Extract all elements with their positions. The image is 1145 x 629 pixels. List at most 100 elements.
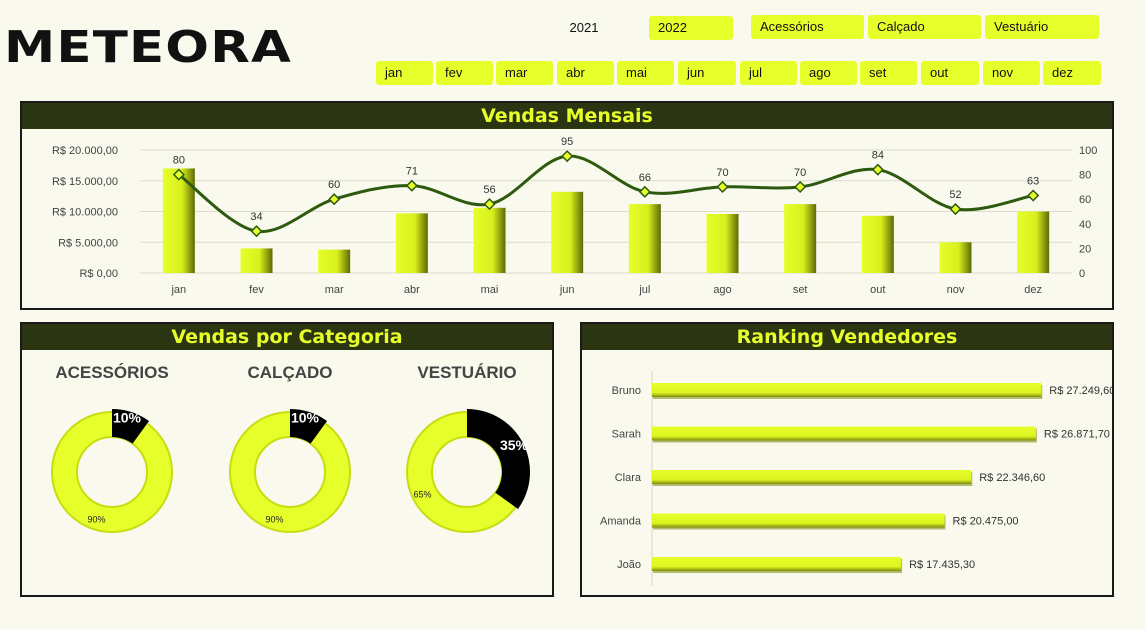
category-acessorios-button[interactable]: Acessórios — [751, 15, 864, 39]
donut-main-segment — [290, 409, 328, 444]
month-ago-button[interactable]: ago — [800, 61, 857, 85]
monthly-bar — [861, 215, 894, 273]
monthly-bar — [706, 213, 739, 273]
ranking-bar — [652, 426, 1036, 441]
ranking-name-label: Clara — [615, 472, 642, 484]
monthly-bar — [473, 207, 506, 273]
ranking-value-label: R$ 17.435,30 — [909, 559, 975, 571]
svg-text:METEORA: METEORA — [4, 22, 292, 70]
x-tick-label: nov — [947, 284, 965, 296]
line-point — [871, 163, 884, 176]
ranking-value-label: R$ 27.249,60 — [1049, 385, 1112, 397]
line-data-label: 56 — [483, 184, 495, 196]
x-tick-label: jul — [638, 284, 650, 296]
category-calcado-button[interactable]: Calçado — [868, 15, 981, 39]
category-vestuario-button[interactable]: Vestuário — [985, 15, 1099, 39]
month-nov-button[interactable]: nov — [983, 61, 1040, 85]
monthly-bar — [1017, 211, 1050, 273]
month-dez-button[interactable]: dez — [1043, 61, 1101, 85]
ranking-name-label: Sarah — [612, 429, 641, 441]
ranking-name-label: Bruno — [612, 385, 641, 397]
line-point — [794, 180, 807, 193]
monthly-line — [177, 154, 1034, 233]
month-mar-button[interactable]: mar — [496, 61, 553, 85]
month-mai-button[interactable]: mai — [617, 61, 674, 85]
x-tick-label: mai — [481, 284, 499, 296]
x-tick-label: jan — [170, 284, 186, 296]
donut-main-segment — [467, 409, 530, 510]
donut-hole — [431, 436, 503, 508]
line-data-label: 95 — [561, 136, 573, 148]
month-jul-button[interactable]: jul — [740, 61, 797, 85]
line-data-label: 66 — [639, 172, 651, 184]
monthly-sales-panel: Vendas Mensais R$ 20.000,00 R$ 15.000,00 R… — [20, 101, 1114, 310]
x-tick-label: ago — [713, 284, 731, 296]
year-2021-button[interactable]: 2021 — [569, 20, 599, 35]
monthly-bar — [395, 213, 428, 273]
x-tick-label: mar — [325, 284, 344, 296]
x-tick-label: fev — [249, 284, 264, 296]
donut-main-label: 10% — [291, 410, 320, 426]
donut-main-label: 10% — [113, 410, 142, 426]
y2-tick-label: 60 — [1079, 194, 1091, 206]
line-point — [949, 202, 962, 216]
year-2022-button[interactable]: 2022 — [649, 16, 733, 40]
y-tick-label: R$ 0,00 — [79, 268, 118, 280]
monthly-bar — [784, 204, 817, 273]
x-tick-label: dez — [1024, 284, 1042, 296]
ranking-bar — [652, 513, 945, 528]
month-fev-button[interactable]: fev — [436, 61, 493, 85]
line-data-label: 52 — [949, 189, 961, 201]
x-tick-label: out — [870, 284, 885, 296]
y-tick-label: R$ 5.000,00 — [58, 237, 118, 249]
donut-hole — [76, 436, 148, 508]
y-tick-label: R$ 20.000,00 — [52, 145, 118, 157]
x-tick-label: set — [793, 284, 808, 296]
ranking-value-label: R$ 20.475,00 — [953, 516, 1019, 528]
monthly-bar — [240, 248, 273, 273]
line-point — [483, 198, 496, 211]
category-sales-title: Vendas por Categoria — [22, 324, 552, 350]
donut-main-segment — [112, 409, 150, 444]
line-data-label: 70 — [716, 167, 728, 179]
month-out-button[interactable]: out — [921, 61, 979, 85]
ranking-panel: Ranking Vendedores Bruno R$ 27.249,60 Sara… — [580, 322, 1114, 597]
line-point — [1027, 189, 1040, 202]
ranking-value-label: R$ 26.871,70 — [1044, 429, 1110, 441]
ranking-value-label: R$ 22.346,60 — [979, 472, 1045, 484]
line-data-label: 63 — [1027, 176, 1039, 188]
line-data-label: 71 — [406, 166, 418, 178]
monthly-sales-title: Vendas Mensais — [22, 103, 1112, 129]
line-point — [405, 179, 418, 192]
month-set-button[interactable]: set — [860, 61, 917, 85]
month-abr-button[interactable]: abr — [557, 61, 614, 85]
line-data-label: 80 — [173, 155, 185, 167]
monthly-bar — [318, 249, 351, 273]
month-jan-button[interactable]: jan — [376, 61, 433, 85]
donut-rest-label: 90% — [88, 515, 106, 525]
y2-tick-label: 20 — [1079, 243, 1091, 255]
meteora-logo: METEORA — [4, 22, 292, 70]
line-point — [561, 150, 574, 163]
y2-tick-label: 40 — [1079, 219, 1091, 231]
line-point — [716, 180, 729, 193]
x-tick-label: jun — [559, 284, 575, 296]
month-jun-button[interactable]: jun — [678, 61, 736, 85]
line-point — [328, 193, 341, 206]
donut-rest-label: 90% — [266, 515, 284, 525]
line-data-label: 34 — [250, 211, 262, 223]
donut-category-title: ACESSÓRIOS — [55, 363, 168, 382]
category-donut-charts: ACESSÓRIOS 10% 90% CALÇADO 10% 90% VESTUÁRIO 35… — [51, 363, 530, 533]
monthly-sales-chart: R$ 20.000,00 R$ 15.000,00 R$ 10.000,00 R$ 5… — [52, 136, 1097, 296]
category-sales-panel: Vendas por Categoria ACESSÓRIOS 10% 90% CAL… — [20, 322, 554, 597]
y2-tick-label: 0 — [1079, 268, 1085, 280]
donut-category-title: VESTUÁRIO — [417, 363, 516, 382]
ranking-chart: Bruno R$ 27.249,60 Sarah R$ 26.871,70 Clara R… — [600, 371, 1112, 586]
y-tick-label: R$ 15.000,00 — [52, 176, 118, 188]
y2-tick-label: 100 — [1079, 145, 1097, 157]
line-data-label: 70 — [794, 167, 806, 179]
monthly-bar — [162, 168, 195, 273]
line-point — [250, 225, 263, 238]
ranking-bar — [652, 557, 902, 571]
y-tick-label: R$ 10.000,00 — [52, 207, 118, 219]
